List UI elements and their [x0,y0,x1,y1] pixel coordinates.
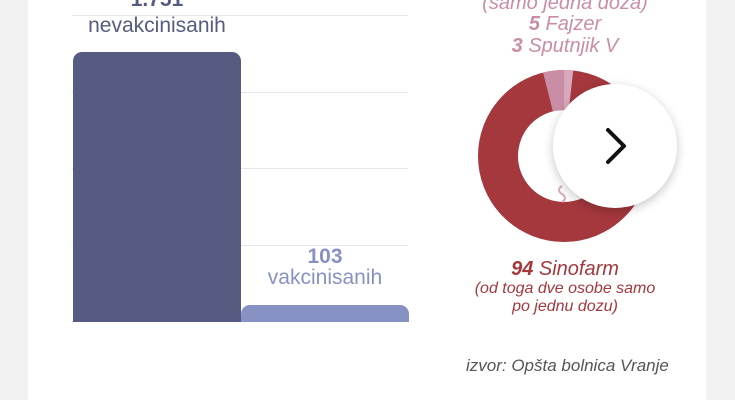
donut-sinofarm-note: po jednu dozu) [512,298,618,315]
chevron-right-icon [606,128,626,164]
donut-top-note: (samo jedna doza) [482,0,648,14]
bar-category-label: nevakcinisanih [88,14,226,37]
bar-value-label: 1.751 [73,0,241,12]
donut-label-fajzer: 5 Fajzer [452,13,678,36]
bar-value-label: 103 [307,245,343,268]
source-caption: izvor: Opšta bolnica Vranje [466,356,669,375]
name: Sputnjik V [528,35,619,57]
gridline [72,15,408,16]
count: 5 [528,13,540,35]
bar-vaccinated [241,305,409,322]
donut-sinofarm-note: (od toga dve osobe samo [474,280,656,297]
next-button[interactable] [553,84,677,208]
donut-label-sputnjik: 3 Sputnjik V [452,35,678,58]
donut-center-icon [558,185,566,203]
bar-unvaccinated [73,52,241,322]
name: Fajzer [545,13,602,35]
donut-slice-fajzer [543,70,565,112]
donut-label-sinofarm: 94 Sinofarm [452,258,678,281]
count: 94 [511,258,534,280]
count: 3 [511,35,523,57]
bar-category-label: vakcinisanih [267,266,383,289]
name: Sinofarm [538,258,619,280]
